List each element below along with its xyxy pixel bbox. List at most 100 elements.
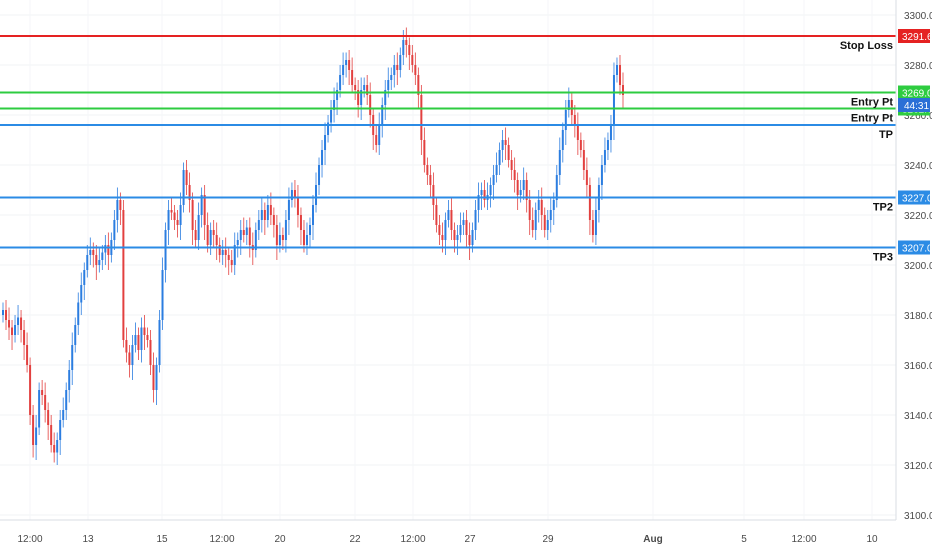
candle-body <box>254 230 257 250</box>
x-axis: 12:00 13 15 12:00 20 22 12:00 27 29 Aug 5 12:00 10 <box>17 534 878 545</box>
candle-body <box>83 270 86 285</box>
candle-body <box>26 345 29 365</box>
candle-body <box>378 125 381 145</box>
candle-body <box>402 40 405 55</box>
candle-body <box>498 150 501 165</box>
candle-body <box>477 195 480 210</box>
candle-body <box>405 40 408 45</box>
candle-body <box>173 212 176 220</box>
level-name: Entry Pt <box>851 97 894 109</box>
candle-body <box>348 60 351 70</box>
candle-body <box>20 317 23 330</box>
candle-body <box>44 395 47 410</box>
level-name: Entry Pt <box>851 113 894 125</box>
candle-body <box>86 255 89 270</box>
candle-body <box>603 150 606 165</box>
candle-body <box>600 165 603 185</box>
price-tag-label: 3291.6 <box>902 32 932 43</box>
candle-body <box>260 210 263 220</box>
candle-body <box>134 335 137 345</box>
candle-body <box>119 200 122 210</box>
candle-body <box>483 190 486 200</box>
candle-body <box>606 140 609 150</box>
candle-body <box>191 200 194 230</box>
level-lines <box>0 35 896 249</box>
candle-body <box>321 150 324 165</box>
y-tick-label: 3120.0 <box>904 461 932 472</box>
candle-body <box>302 230 305 245</box>
candle-body <box>224 250 227 255</box>
x-tick-label: 20 <box>274 534 286 545</box>
candle-body <box>330 110 333 123</box>
candle-body <box>528 200 531 220</box>
y-tick-label: 3140.0 <box>904 411 932 422</box>
level-name: TP <box>879 129 893 141</box>
y-tick-label: 3200.0 <box>904 261 932 272</box>
candle-body <box>561 130 564 150</box>
candle-body <box>164 230 167 270</box>
candle-body <box>549 210 552 220</box>
y-tick-label: 3220.0 <box>904 211 932 222</box>
candle-body <box>308 225 311 235</box>
candle-body <box>357 90 360 105</box>
current-price-tag-bg <box>898 98 930 112</box>
candle-body <box>107 245 110 255</box>
candle-body <box>324 135 327 150</box>
candle-body <box>92 250 95 255</box>
candle-body <box>206 225 209 245</box>
candle-body <box>336 90 339 100</box>
candle-body <box>65 390 68 410</box>
x-tick-label: 27 <box>464 534 476 545</box>
candle-body <box>384 90 387 105</box>
candle-body <box>8 320 11 328</box>
price-tag-label: 3227.0 <box>902 194 932 205</box>
candle-body <box>441 235 444 240</box>
candle-body <box>450 210 453 230</box>
candle-body <box>272 215 275 225</box>
candle-body <box>543 215 546 230</box>
level-labels: Stop Loss Entry Pt Entry Pt TP TP2 TP3 <box>840 40 893 264</box>
candle-body <box>68 370 71 390</box>
candle-body <box>113 220 116 240</box>
candle-body <box>131 345 134 365</box>
candle-body <box>444 220 447 240</box>
candle-body <box>299 215 302 230</box>
price-tag-bg <box>898 190 930 205</box>
candle-body <box>558 150 561 175</box>
candle-body <box>576 125 579 140</box>
candle-body <box>411 55 414 65</box>
candle-body <box>38 390 41 428</box>
candle-body <box>104 245 107 253</box>
candle-body <box>71 345 74 370</box>
candle-body <box>513 170 516 180</box>
candle-body <box>426 165 429 175</box>
candle-body <box>233 245 236 265</box>
x-tick-label: 12:00 <box>209 534 234 545</box>
candle-body <box>507 145 510 160</box>
candle-body <box>591 220 594 235</box>
x-tick-label: 10 <box>866 534 878 545</box>
candle-body <box>342 65 345 75</box>
candle-body <box>50 425 53 445</box>
candle-body <box>516 180 519 195</box>
candle-body <box>393 65 396 75</box>
candle-body <box>318 165 321 185</box>
candle-body <box>143 327 146 335</box>
candle-body <box>537 200 540 210</box>
candle-body <box>35 427 38 445</box>
candle-body <box>29 365 32 415</box>
y-tick-label: 3240.0 <box>904 161 932 172</box>
candle-body <box>5 310 8 320</box>
candle-body <box>47 410 50 425</box>
x-tick-label: 12:00 <box>791 534 816 545</box>
candle-body <box>179 205 182 225</box>
candle-body <box>315 185 318 205</box>
candle-body <box>152 365 155 390</box>
candle-body <box>215 235 218 245</box>
candle-body <box>149 340 152 365</box>
candle-body <box>567 100 570 110</box>
candle-body <box>218 245 221 255</box>
candle-body <box>95 255 98 265</box>
candle-body <box>468 235 471 245</box>
